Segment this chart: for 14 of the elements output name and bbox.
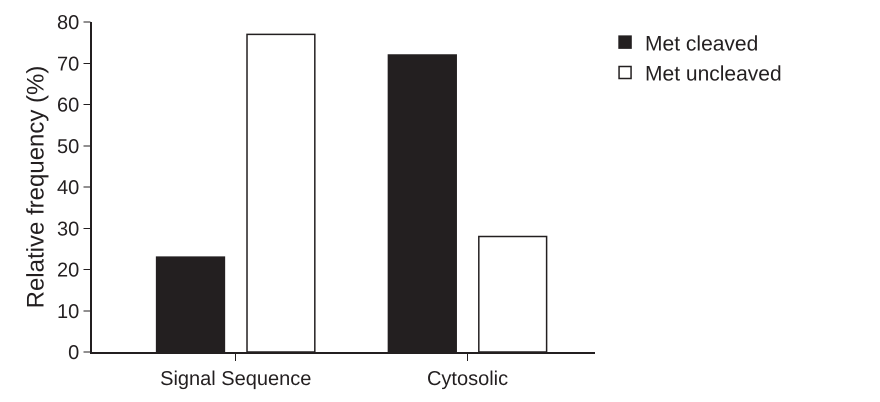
legend-label: Met cleaved <box>645 32 758 56</box>
y-tick-label: 30 <box>57 218 80 240</box>
y-tick-label: 80 <box>57 12 80 34</box>
y-tick-label: 40 <box>57 177 80 199</box>
y-tick-label: 20 <box>57 260 80 282</box>
y-tick-label: 10 <box>57 300 80 323</box>
y-axis-title: Relative frequency (%) <box>22 66 50 308</box>
x-tick-label: Signal Sequence <box>160 368 312 390</box>
y-tick-label: 60 <box>57 94 80 116</box>
y-tick-label: 50 <box>57 136 80 158</box>
legend-label: Met uncleaved <box>645 62 782 86</box>
y-tick-label: 0 <box>68 342 80 364</box>
y-tick-label: 70 <box>57 53 80 76</box>
x-tick-label: Cytosolic <box>426 368 508 390</box>
